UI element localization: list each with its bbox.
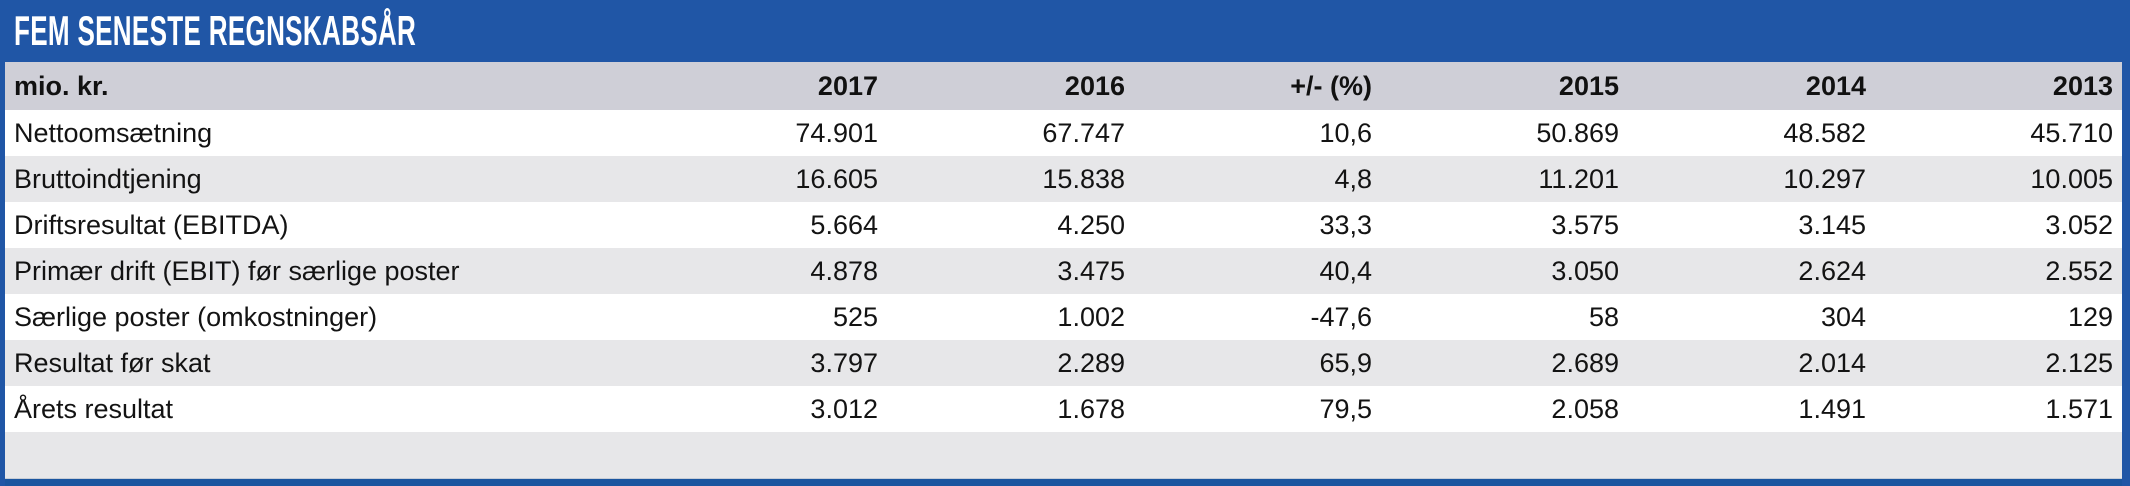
- table-row: Primær drift (EBIT) før særlige poster 4.…: [5, 248, 2122, 294]
- financial-table-body: Nettoomsætning 74.901 67.747 10,6 50.869 48.5…: [5, 110, 2122, 432]
- value-cell: 1.491: [1798, 393, 1866, 424]
- value-cell: 3.475: [1057, 255, 1125, 286]
- value-cell: 1.571: [2045, 393, 2113, 424]
- value-cell: 304: [1820, 301, 1866, 332]
- value-cell: 16.605: [795, 163, 878, 194]
- value-cell: 525: [832, 301, 878, 332]
- value-cell: 4,8: [1334, 163, 1372, 194]
- value-cell: 58: [1588, 301, 1619, 332]
- value-cell: 3.050: [1551, 255, 1619, 286]
- column-header-2014: 2014: [1805, 70, 1866, 101]
- value-cell: 3.052: [2045, 209, 2113, 240]
- value-cell: 65,9: [1319, 347, 1372, 378]
- table-row: Årets resultat 3.012 1.678 79,5 2.058 1.491 1.…: [5, 386, 2122, 432]
- value-cell: 1.002: [1057, 301, 1125, 332]
- unit-label: mio. kr.: [14, 70, 109, 101]
- row-label: Driftsresultat (EBITDA): [14, 209, 289, 240]
- value-cell: 10.297: [1783, 163, 1866, 194]
- value-cell: 40,4: [1319, 255, 1372, 286]
- row-label: Årets resultat: [14, 393, 174, 424]
- value-cell: -47,6: [1310, 301, 1372, 332]
- row-label: Primær drift (EBIT) før særlige poster: [14, 255, 460, 286]
- column-header-2015: 2015: [1558, 70, 1619, 101]
- value-cell: 3.575: [1551, 209, 1619, 240]
- value-cell: 10,6: [1319, 117, 1372, 148]
- value-cell: 10.005: [2030, 163, 2113, 194]
- table-header-row: mio. kr. 2017 2016 +/- (%) 2015 2014 201…: [5, 62, 2122, 110]
- value-cell: 3.145: [1798, 209, 1866, 240]
- value-cell: 2.689: [1551, 347, 1619, 378]
- value-cell: 2.624: [1798, 255, 1866, 286]
- value-cell: 2.289: [1057, 347, 1125, 378]
- value-cell: 48.582: [1783, 117, 1866, 148]
- value-cell: 45.710: [2030, 117, 2113, 148]
- value-cell: 4.878: [810, 255, 878, 286]
- value-cell: 11.201: [1538, 163, 1619, 194]
- value-cell: 67.747: [1042, 117, 1125, 148]
- value-cell: 50.869: [1536, 117, 1619, 148]
- figure-title: FEM SENESTE REGNSKABSÅR: [14, 7, 417, 54]
- column-header-2017: 2017: [817, 70, 878, 101]
- value-cell: 4.250: [1057, 209, 1125, 240]
- value-cell: 3.012: [810, 393, 878, 424]
- value-cell: 2.058: [1551, 393, 1619, 424]
- value-cell: 1.678: [1057, 393, 1125, 424]
- title-bar: FEM SENESTE REGNSKABSÅR: [5, 0, 2122, 62]
- column-header-2016: 2016: [1064, 70, 1125, 101]
- value-cell: 5.664: [810, 209, 878, 240]
- table-row: Særlige poster (omkostninger) 525 1.002 -47…: [5, 294, 2122, 340]
- column-header-change-pct: +/- (%): [1290, 70, 1372, 101]
- column-header-2013: 2013: [2052, 70, 2113, 101]
- value-cell: 79,5: [1319, 393, 1372, 424]
- value-cell: 15.838: [1042, 163, 1125, 194]
- table-row: Resultat før skat 3.797 2.289 65,9 2.689 2.01…: [5, 340, 2122, 386]
- row-label: Bruttoindtjening: [14, 163, 202, 194]
- value-cell: 129: [2067, 301, 2113, 332]
- row-label: Resultat før skat: [14, 347, 211, 378]
- empty-row: [5, 432, 2122, 478]
- value-cell: 2.125: [2045, 347, 2113, 378]
- value-cell: 3.797: [810, 347, 878, 378]
- table-row: Bruttoindtjening 16.605 15.838 4,8 11.201 10.…: [5, 156, 2122, 202]
- value-cell: 2.014: [1798, 347, 1866, 378]
- value-cell: 2.552: [2045, 255, 2113, 286]
- table-row: Nettoomsætning 74.901 67.747 10,6 50.869 48.5…: [5, 110, 2122, 156]
- table-row: Driftsresultat (EBITDA) 5.664 4.250 33,3 3.5…: [5, 202, 2122, 248]
- value-cell: 74.901: [795, 117, 878, 148]
- value-cell: 33,3: [1319, 209, 1372, 240]
- row-label: Særlige poster (omkostninger): [14, 301, 378, 332]
- bottom-bar: [5, 478, 2122, 486]
- row-label: Nettoomsætning: [14, 117, 213, 148]
